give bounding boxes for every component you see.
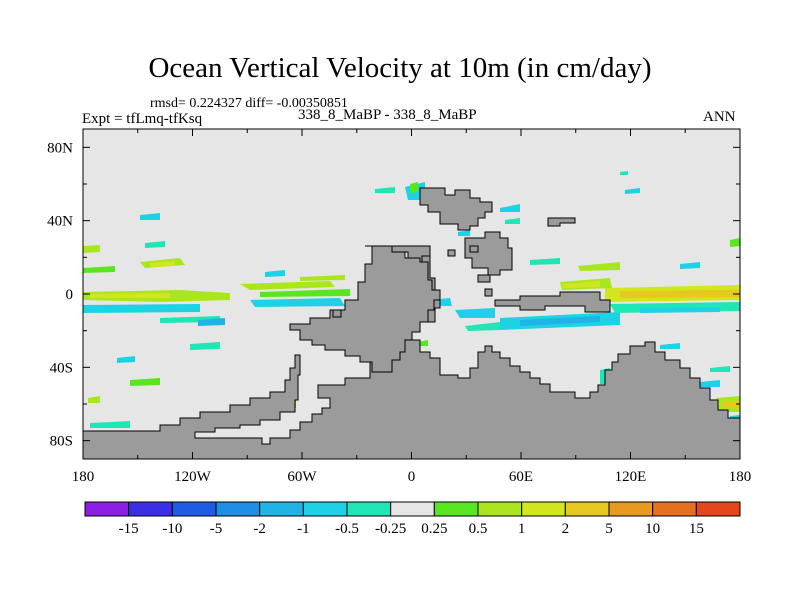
- colorbar-box: [564, 501, 610, 517]
- colorbar-label: -2: [253, 521, 266, 537]
- colorbar-box: [652, 501, 697, 517]
- colorbar-box: [171, 501, 217, 517]
- small-island-5: [332, 309, 342, 318]
- small-island-1: [447, 249, 456, 257]
- axis-ticks: [82, 129, 741, 459]
- x-tick-label: 120W: [174, 469, 212, 485]
- colorbar-label: 0.5: [469, 521, 488, 537]
- x-tick-label: 180: [72, 469, 95, 485]
- season-label: ANN: [703, 109, 736, 125]
- y-tick-label: 40N: [47, 214, 73, 230]
- island-east-asia: [547, 217, 576, 227]
- continent-europe: [419, 187, 493, 231]
- colorbar-label: 1: [518, 521, 526, 537]
- colorbar-box: [390, 501, 435, 517]
- difference-label: 338_8_MaBP - 338_8_MaBP: [298, 107, 477, 123]
- colorbar-box: [477, 501, 523, 517]
- colorbar-label: 15: [689, 521, 704, 537]
- y-tick-label: 40S: [50, 360, 73, 376]
- colorbar-box: [215, 501, 261, 517]
- colorbar-box: [346, 501, 392, 517]
- maritime-continent: [494, 291, 611, 313]
- colorbar-label: -5: [210, 521, 223, 537]
- small-island-2: [469, 245, 479, 253]
- colorbar-label: -0.5: [335, 521, 359, 537]
- x-tick-label: 60E: [509, 469, 533, 485]
- antarctica: [82, 254, 741, 460]
- colorbar-box: [84, 501, 130, 517]
- x-axis-labels: 180 120W 60W 0 60E 120E 180: [72, 469, 752, 485]
- y-tick-label: 80N: [47, 140, 73, 156]
- colorbar-box: [259, 501, 304, 517]
- colorbar-label: 0.25: [421, 521, 447, 537]
- colorbar-box: [302, 501, 348, 517]
- colorbar-box: [608, 501, 654, 517]
- continent-asia: [464, 231, 513, 276]
- x-tick-label: 0: [408, 469, 416, 485]
- colorbar-box: [695, 501, 741, 517]
- colorbar-label: -0.25: [375, 521, 406, 537]
- small-island-4: [484, 288, 493, 297]
- x-tick-label: 60W: [287, 469, 317, 485]
- x-tick-label: 120E: [615, 469, 647, 485]
- colorbar: [84, 501, 741, 517]
- colorbar-label: 5: [605, 521, 613, 537]
- colorbar-label: 10: [645, 521, 660, 537]
- stats-line: rmsd= 0.224327 diff= -0.00350851: [150, 96, 348, 111]
- colorbar-label: -10: [162, 521, 182, 537]
- land-masses: [82, 187, 741, 460]
- colorbar-box: [433, 501, 479, 517]
- continent-south-america: [289, 245, 441, 373]
- y-axis-labels: 80N 40N 0 40S 80S: [47, 140, 73, 449]
- colorbar-labels: -15 -10 -5 -2 -1 -0.5 -0.25 0.25 0.5 1 2 5 10 15: [119, 521, 704, 537]
- plot-title: Ocean Vertical Velocity at 10m (in cm/da…: [148, 52, 652, 84]
- x-tick-label: 180: [729, 469, 752, 485]
- y-tick-label: 0: [66, 287, 74, 303]
- colorbar-label: 2: [562, 521, 570, 537]
- experiment-label: Expt = tfLmq-tfKsq: [82, 111, 203, 127]
- colorbar-label: -1: [297, 521, 310, 537]
- y-tick-label: 80S: [50, 434, 73, 450]
- small-island-3: [477, 274, 491, 283]
- colorbar-label: -15: [119, 521, 139, 537]
- anomaly-patches: [83, 171, 740, 428]
- colorbar-box: [521, 501, 566, 517]
- colorbar-box: [128, 501, 173, 517]
